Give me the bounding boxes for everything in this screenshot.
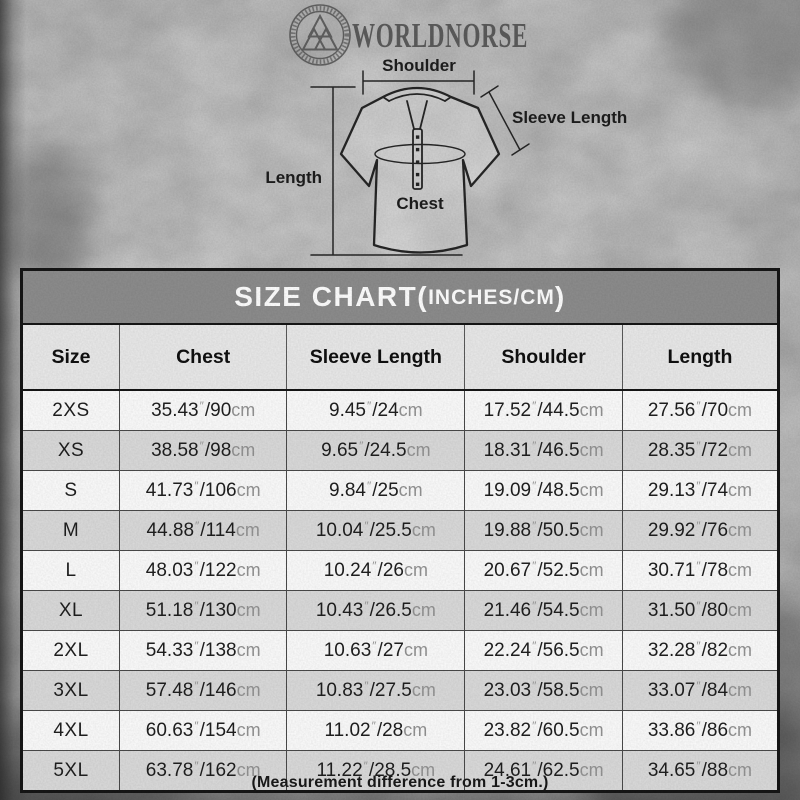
shirt-measurement-diagram: Shoulder Length Sleeve Length Chest	[265, 56, 627, 256]
sleeve-length-cell: 9.45″/24cm	[286, 389, 466, 431]
sleeve-length-cell: 10.63″/27cm	[286, 630, 466, 671]
sleeve-length-cell: 9.65″/24.5cm	[286, 430, 466, 471]
shoulder-cell: 18.31″/46.5cm	[464, 430, 623, 471]
size-cell: S	[23, 470, 120, 511]
shoulder-cell: 19.88″/50.5cm	[464, 510, 623, 551]
size-cell: 4XL	[23, 710, 120, 751]
table-row-xl: XL 51.18″/130cm 10.43″/26.5cm 21.46″/54.…	[23, 590, 777, 631]
table-row-l: L 48.03″/122cm 10.24″/26cm 20.67″/52.5cm…	[23, 550, 777, 591]
shirt-outline	[339, 86, 501, 254]
chest-cell: 44.88″/114cm	[118, 510, 288, 551]
title-units: INCHES/CM	[428, 286, 555, 309]
length-cell: 29.92″/76cm	[621, 510, 777, 551]
table-row-s: S 41.73″/106cm 9.84″/25cm 19.09″/48.5cm …	[23, 470, 777, 511]
length-cell: 31.50″/80cm	[621, 590, 777, 631]
diagram-label-chest: Chest	[396, 194, 444, 213]
chest-cell: 41.73″/106cm	[118, 470, 288, 511]
size-cell: L	[23, 550, 120, 591]
shoulder-cell: 17.52″/44.5cm	[464, 389, 623, 431]
table-row-m: M 44.88″/114cm 10.04″/25.5cm 19.88″/50.5…	[23, 510, 777, 551]
column-header-chest: Chest	[118, 325, 288, 391]
length-cell: 33.07″/84cm	[621, 670, 777, 711]
measurement-footnote: (Measurement difference from 1-3cm.)	[251, 774, 549, 791]
shoulder-cell: 20.67″/52.5cm	[464, 550, 623, 591]
chest-cell: 38.58″/98cm	[118, 430, 288, 471]
shoulder-cell: 22.24″/56.5cm	[464, 630, 623, 671]
chest-cell: 35.43″/90cm	[118, 389, 288, 431]
length-cell: 33.86″/86cm	[621, 710, 777, 751]
diagram-label-shoulder: Shoulder	[382, 56, 456, 75]
table-row-3xl: 3XL 57.48″/146cm 10.83″/27.5cm 23.03″/58…	[23, 670, 777, 711]
length-cell: 27.56″/70cm	[621, 389, 777, 431]
size-chart-title: SIZE CHART( INCHES/CM )	[23, 271, 777, 325]
column-header-shoulder: Shoulder	[464, 325, 623, 391]
size-cell: XS	[23, 430, 120, 471]
chest-cell: 51.18″/130cm	[118, 590, 288, 631]
length-cell: 32.28″/82cm	[621, 630, 777, 671]
size-cell: M	[23, 510, 120, 551]
diagram-label-sleeve-length: Sleeve Length	[512, 108, 627, 127]
shoulder-cell: 19.09″/48.5cm	[464, 470, 623, 511]
measurements-table: Size Chest Sleeve Length Shoulder Length…	[23, 325, 777, 790]
column-header-length: Length	[621, 325, 777, 391]
table-row-2xs: 2XS 35.43″/90cm 9.45″/24cm 17.52″/44.5cm…	[23, 389, 777, 431]
chest-cell: 57.48″/146cm	[118, 670, 288, 711]
table-row-4xl: 4XL 60.63″/154cm 11.02″/28cm 23.82″/60.5…	[23, 710, 777, 751]
column-header-size: Size	[23, 325, 120, 391]
title-close: )	[554, 281, 566, 312]
size-cell: XL	[23, 590, 120, 631]
table-row-xs: XS 38.58″/98cm 9.65″/24.5cm 18.31″/46.5c…	[23, 430, 777, 471]
sleeve-length-cell: 11.02″/28cm	[286, 710, 466, 751]
header-row: Size Chest Sleeve Length Shoulder Length	[23, 325, 777, 391]
chest-cell: 54.33″/138cm	[118, 630, 288, 671]
title-main: SIZE CHART(	[234, 281, 429, 312]
size-cell: 3XL	[23, 670, 120, 711]
size-cell: 2XL	[23, 630, 120, 671]
table-row-2xl: 2XL 54.33″/138cm 10.63″/27cm 22.24″/56.5…	[23, 630, 777, 671]
length-cell: 28.35″/72cm	[621, 430, 777, 471]
shoulder-cell: 23.82″/60.5cm	[464, 710, 623, 751]
size-chart-table: SIZE CHART( INCHES/CM ) Size Chest Sleev…	[20, 268, 780, 793]
shoulder-cell: 23.03″/58.5cm	[464, 670, 623, 711]
size-cell: 2XS	[23, 389, 120, 431]
chest-cell: 60.63″/154cm	[118, 710, 288, 751]
sleeve-length-cell: 10.04″/25.5cm	[286, 510, 466, 551]
shoulder-cell: 21.46″/54.5cm	[464, 590, 623, 631]
column-header-sleeve-length: Sleeve Length	[286, 325, 466, 391]
sleeve-length-cell: 10.24″/26cm	[286, 550, 466, 591]
diagram-label-length: Length	[265, 168, 322, 187]
sleeve-length-cell: 10.43″/26.5cm	[286, 590, 466, 631]
length-cell: 30.71″/78cm	[621, 550, 777, 591]
length-cell: 29.13″/74cm	[621, 470, 777, 511]
sleeve-length-cell: 10.83″/27.5cm	[286, 670, 466, 711]
chest-cell: 48.03″/122cm	[118, 550, 288, 591]
sleeve-length-cell: 9.84″/25cm	[286, 470, 466, 511]
